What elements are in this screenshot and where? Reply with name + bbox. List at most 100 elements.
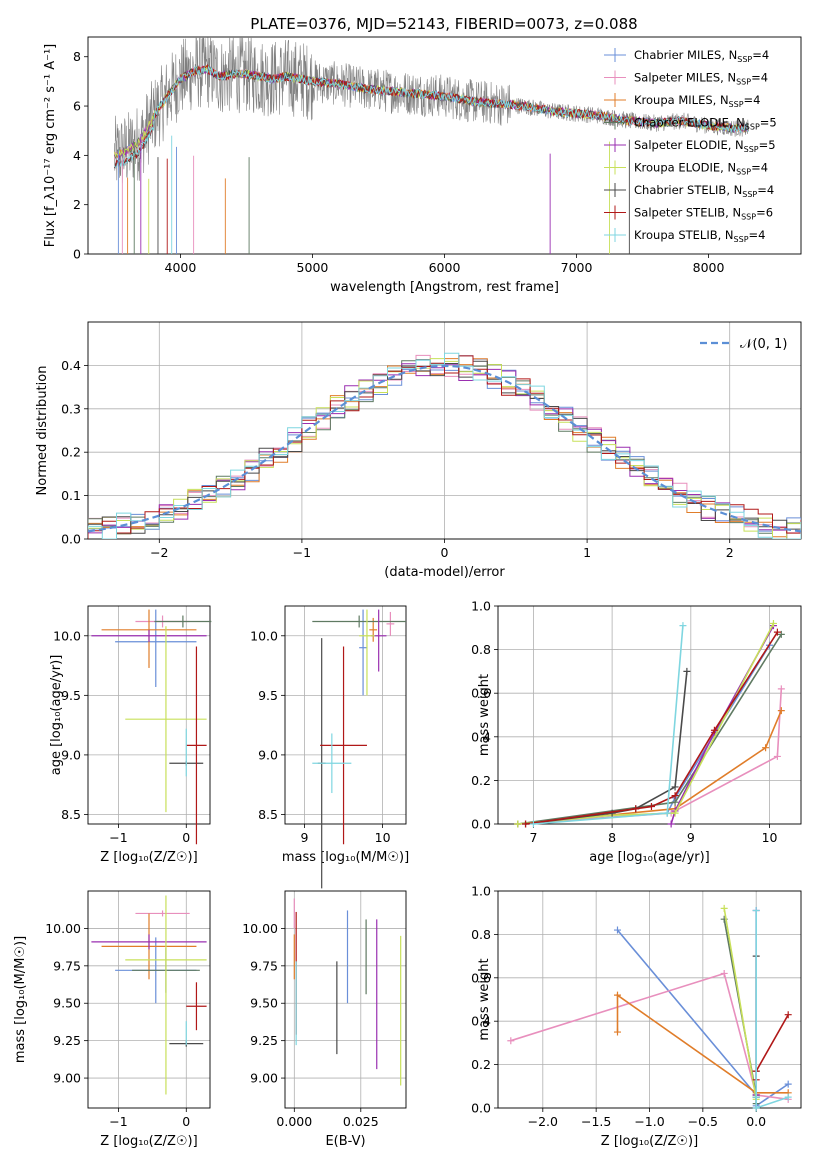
x-axis-label: Z [log₁₀(Z/Z☉)] (100, 1134, 197, 1149)
weight-marker (663, 809, 671, 817)
axes-frame (284, 890, 407, 1109)
x-tick-label: −2.0 (528, 1114, 558, 1129)
legend-label: Salpeter MILES, NSSP=4 (634, 71, 768, 87)
y-tick-label: 9.5 (258, 688, 278, 703)
y-tick-label: 2 (73, 197, 81, 212)
y-tick-label: 0.4 (471, 729, 491, 744)
residual-histogram-plot: −2 −1 0 1 2 0.0 0.1 0.2 0.3 0.4 (data-model)/error… (35, 321, 802, 580)
x-tick-label: 5000 (297, 260, 329, 275)
y-tick-label: 9.50 (250, 996, 278, 1011)
weight-marker (710, 726, 718, 734)
histograms (88, 352, 801, 539)
weight-marker (522, 820, 530, 828)
weight-line (517, 688, 783, 825)
y-tick-label: 0.3 (61, 401, 81, 416)
weight-vs-age-plot: 7 8 9 10 0.0 0.2 0.4 0.6 0.8 1.0 age [log₁₀(age/yr… (471, 599, 802, 865)
weight-marker (632, 805, 640, 813)
x-axis-label: Z [log₁₀(Z/Z☉)] (100, 850, 197, 865)
y-tick-label: 9.00 (250, 1071, 278, 1086)
weight-marker (752, 907, 760, 915)
axes-frame (87, 890, 211, 1109)
y-tick-label: 0.6 (471, 686, 491, 701)
legend-label: Kroupa ELODIE, NSSP=4 (634, 161, 768, 177)
weight-marker (647, 803, 655, 811)
weight-line (670, 625, 775, 825)
weight-marker (762, 744, 770, 752)
x-axis-label: Z [log₁₀(Z/Z☉)] (601, 1134, 698, 1149)
model-spectrum (114, 65, 749, 169)
y-tick-label: 0.4 (61, 358, 81, 373)
x-tick-label: −2 (150, 545, 168, 560)
y-tick-label: 10.0 (53, 628, 81, 643)
y-tick-label: 0.4 (471, 1014, 491, 1029)
y-tick-label: 9.50 (53, 996, 81, 1011)
y-axis-label: Normed distribution (35, 366, 50, 496)
axes-frame (497, 605, 802, 825)
x-tick-label: 9 (301, 830, 309, 845)
x-tick-label: −1 (293, 545, 311, 560)
weight-line (517, 623, 775, 825)
y-tick-label: 9.25 (250, 1033, 278, 1048)
weight-marker (613, 926, 621, 934)
y-tick-label: 8 (73, 49, 81, 64)
weight-marker (773, 628, 781, 636)
y-axis-label: mass weight (477, 674, 492, 756)
y-tick-label: 10.00 (45, 921, 81, 936)
y-tick-label: 10.0 (250, 628, 278, 643)
spectrum-plot: 4000 5000 6000 7000 8000 0 2 4 6 8 wavelength [Ang… (43, 36, 802, 295)
y-tick-label: 8.5 (61, 807, 81, 822)
weight-marker (613, 991, 621, 999)
y-tick-label: 0.0 (61, 532, 81, 547)
x-tick-label: −1.5 (581, 1114, 611, 1129)
x-tick-label: −1 (109, 830, 127, 845)
weight-line (517, 633, 782, 825)
x-tick-label: 9 (687, 830, 695, 845)
weight-line (723, 908, 757, 1100)
weight-marker (514, 820, 522, 828)
y-tick-label: 0.1 (61, 488, 81, 503)
legend-label: Chabrier ELODIE, NSSP=5 (634, 116, 777, 132)
x-tick-label: 8000 (693, 260, 725, 275)
x-tick-label: 10 (762, 830, 778, 845)
y-axis-label: age [log₁₀(age/yr)] (49, 655, 64, 776)
weight-line (517, 644, 771, 825)
age-vs-metallicity-plot: −1 0 8.5 9.0 9.5 10.0 Z [log₁₀(Z/Z☉)] age [log₁… (49, 605, 212, 865)
y-tick-label: 0 (73, 247, 81, 262)
spectrum-lines (113, 37, 749, 254)
x-tick-label: 10 (375, 830, 391, 845)
weight-marker (613, 1028, 621, 1036)
mass-vs-extinction-plot: 0.000 0.025 9.00 9.25 9.50 9.75 10.00 E(B-V) (242, 890, 407, 1149)
weight-marker (773, 752, 781, 760)
weight-marker (752, 1104, 760, 1112)
axes-frame (497, 890, 802, 1109)
y-tick-label: 0.2 (471, 1057, 491, 1072)
weight-line (525, 631, 779, 825)
legend-label: Kroupa MILES, NSSP=4 (634, 93, 760, 109)
weight-marker (720, 969, 728, 977)
legend-label: Salpeter ELODIE, NSSP=5 (634, 138, 776, 154)
y-axis-label: mass [log₁₀(M/M☉)] (13, 936, 28, 1063)
weight-marker (777, 630, 785, 638)
x-tick-label: 0.0 (746, 1114, 766, 1129)
x-tick-label: 8 (608, 830, 616, 845)
spectrum-title: PLATE=0376, MJD=52143, FIBERID=0073, z=0… (250, 15, 637, 33)
x-tick-label: 4000 (165, 260, 197, 275)
y-tick-label: 9.75 (53, 958, 81, 973)
age-vs-mass-plot: 9 10 8.5 9.0 9.5 10.0 mass [log₁₀(M/M☉)] (250, 605, 409, 889)
y-tick-label: 0.6 (471, 970, 491, 985)
residual-histogram (88, 352, 801, 539)
weight-marker (679, 622, 687, 630)
y-tick-label: 0.2 (61, 445, 81, 460)
y-tick-label: 0.8 (471, 927, 491, 942)
weight-marker (777, 707, 785, 715)
weight-marker (683, 667, 691, 675)
x-axis-label: (data-model)/error (384, 565, 505, 580)
x-axis-label: mass [log₁₀(M/M☉)] (282, 850, 409, 865)
axes-frame (87, 321, 802, 540)
y-tick-label: 0.2 (471, 773, 491, 788)
x-tick-label: 7 (529, 830, 537, 845)
weight-marker (671, 798, 679, 806)
weight-line (755, 910, 789, 1110)
weight-marker (769, 619, 777, 627)
y-tick-label: 0.0 (471, 817, 491, 832)
